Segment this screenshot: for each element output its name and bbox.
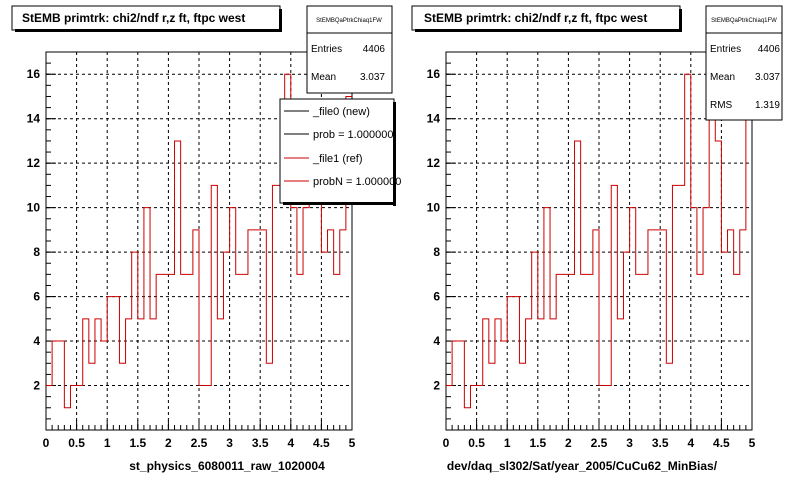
left-y-axis: 2 4 6 8 10 12 14 16 xyxy=(27,62,56,420)
left-chart-title: StEMB primtrk: chi2/ndf r,z ft, ftpc wes… xyxy=(22,11,245,25)
x-tick-label: 1 xyxy=(504,436,511,450)
right-x-axis-label: dev/daq_sl302/Sat/year_2005/CuCu62_MinBi… xyxy=(447,459,718,473)
x-tick-label: 3 xyxy=(626,436,633,450)
x-tick-label: 2 xyxy=(565,436,572,450)
left-legend-label-new: _file0 (new) xyxy=(312,106,370,118)
y-tick-label: 16 xyxy=(427,67,441,81)
y-tick-label: 2 xyxy=(33,379,40,393)
left-stats-name: StEMBQaPtrkChiaq1FW xyxy=(316,18,382,24)
left-legend-shadow-bottom xyxy=(283,202,396,205)
left-stats-label-mean: Mean xyxy=(311,72,336,83)
right-stats-value-rms: 1.319 xyxy=(755,100,780,111)
left-title-shadow-side xyxy=(279,9,282,32)
left-histogram-panel: StEMB primtrk: chi2/ndf r,z ft, ftpc wes… xyxy=(11,5,401,473)
left-title-box xyxy=(11,5,281,31)
left-x-axis: 0 0.5 1 1.5 2 2.5 3 3.5 4 4.5 5 xyxy=(43,420,356,450)
left-legend: _file0 (new) prob = 1.000000 _file1 (ref… xyxy=(279,98,401,206)
y-tick-label: 8 xyxy=(33,245,40,259)
y-tick-label: 14 xyxy=(27,112,41,126)
right-title-shadow xyxy=(415,29,682,32)
right-stats-label-rms: RMS xyxy=(710,100,733,111)
right-stats-frame xyxy=(705,5,783,121)
y-tick-label: 10 xyxy=(27,201,41,215)
y-tick-label: 8 xyxy=(433,245,440,259)
x-tick-label: 5 xyxy=(749,436,756,450)
y-tick-label: 10 xyxy=(427,201,441,215)
y-tick-label: 4 xyxy=(433,334,440,348)
left-x-axis-label: st_physics_6080011_raw_1020004 xyxy=(129,459,325,473)
x-tick-label: 0.5 xyxy=(68,436,85,450)
y-tick-label: 2 xyxy=(433,379,440,393)
right-histogram-panel: StEMB primtrk: chi2/ndf r,z ft, ftpc wes… xyxy=(411,5,783,473)
left-legend-label-probn: probN = 1.000000 xyxy=(313,176,401,188)
x-tick-label: 1.5 xyxy=(129,436,146,450)
left-stats-label-entries: Entries xyxy=(311,44,342,55)
right-stats-value-entries: 4406 xyxy=(758,44,781,55)
left-stats-value-mean: 3.037 xyxy=(360,72,385,83)
left-legend-label-prob: prob = 1.000000 xyxy=(313,129,393,141)
x-tick-label: 3.5 xyxy=(652,436,669,450)
right-chart-title: StEMB primtrk: chi2/ndf r,z ft, ftpc wes… xyxy=(424,11,647,25)
x-tick-label: 3.5 xyxy=(252,436,269,450)
y-tick-label: 12 xyxy=(27,156,41,170)
left-legend-label-ref: _file1 (ref) xyxy=(312,153,363,165)
right-histogram-series xyxy=(446,73,752,409)
x-tick-label: 1 xyxy=(104,436,111,450)
right-stats-label-mean: Mean xyxy=(710,72,735,83)
y-tick-label: 6 xyxy=(433,290,440,304)
right-x-axis: 0 0.5 1 1.5 2 2.5 3 3.5 4 4.5 5 xyxy=(443,420,756,450)
x-tick-label: 2.5 xyxy=(191,436,208,450)
x-tick-label: 5 xyxy=(349,436,356,450)
left-stats-box: StEMBQaPtrkChiaq1FW Entries 4406 Mean 3.… xyxy=(306,5,393,94)
x-tick-label: 0 xyxy=(443,436,450,450)
right-stats-label-entries: Entries xyxy=(710,44,741,55)
x-tick-label: 0.5 xyxy=(468,436,485,450)
x-tick-label: 4 xyxy=(687,436,694,450)
x-tick-label: 4.5 xyxy=(313,436,330,450)
right-y-axis: 2 4 6 8 10 12 14 16 xyxy=(427,62,456,420)
left-title-shadow xyxy=(15,29,282,32)
x-tick-label: 2 xyxy=(165,436,172,450)
x-tick-label: 4 xyxy=(287,436,294,450)
left-histogram-series-ref xyxy=(46,73,352,409)
left-stats-value-entries: 4406 xyxy=(363,44,386,55)
y-tick-label: 6 xyxy=(33,290,40,304)
x-tick-label: 4.5 xyxy=(713,436,730,450)
y-tick-label: 14 xyxy=(427,112,441,126)
y-tick-label: 16 xyxy=(27,67,41,81)
x-tick-label: 0 xyxy=(43,436,50,450)
right-stats-value-mean: 3.037 xyxy=(755,72,780,83)
x-tick-label: 3 xyxy=(226,436,233,450)
right-title-shadow-side xyxy=(679,9,682,32)
x-tick-label: 1.5 xyxy=(529,436,546,450)
right-stats-name: StEMBQaPtrkChiaq1FW xyxy=(711,18,777,24)
x-tick-label: 2.5 xyxy=(591,436,608,450)
y-tick-label: 12 xyxy=(427,156,441,170)
right-stats-box: StEMBQaPtrkChiaq1FW Entries 4406 Mean 3.… xyxy=(705,5,783,121)
left-legend-frame xyxy=(279,98,395,204)
left-legend-shadow xyxy=(393,102,396,206)
y-tick-label: 4 xyxy=(33,334,40,348)
left-stats-frame xyxy=(306,5,393,94)
